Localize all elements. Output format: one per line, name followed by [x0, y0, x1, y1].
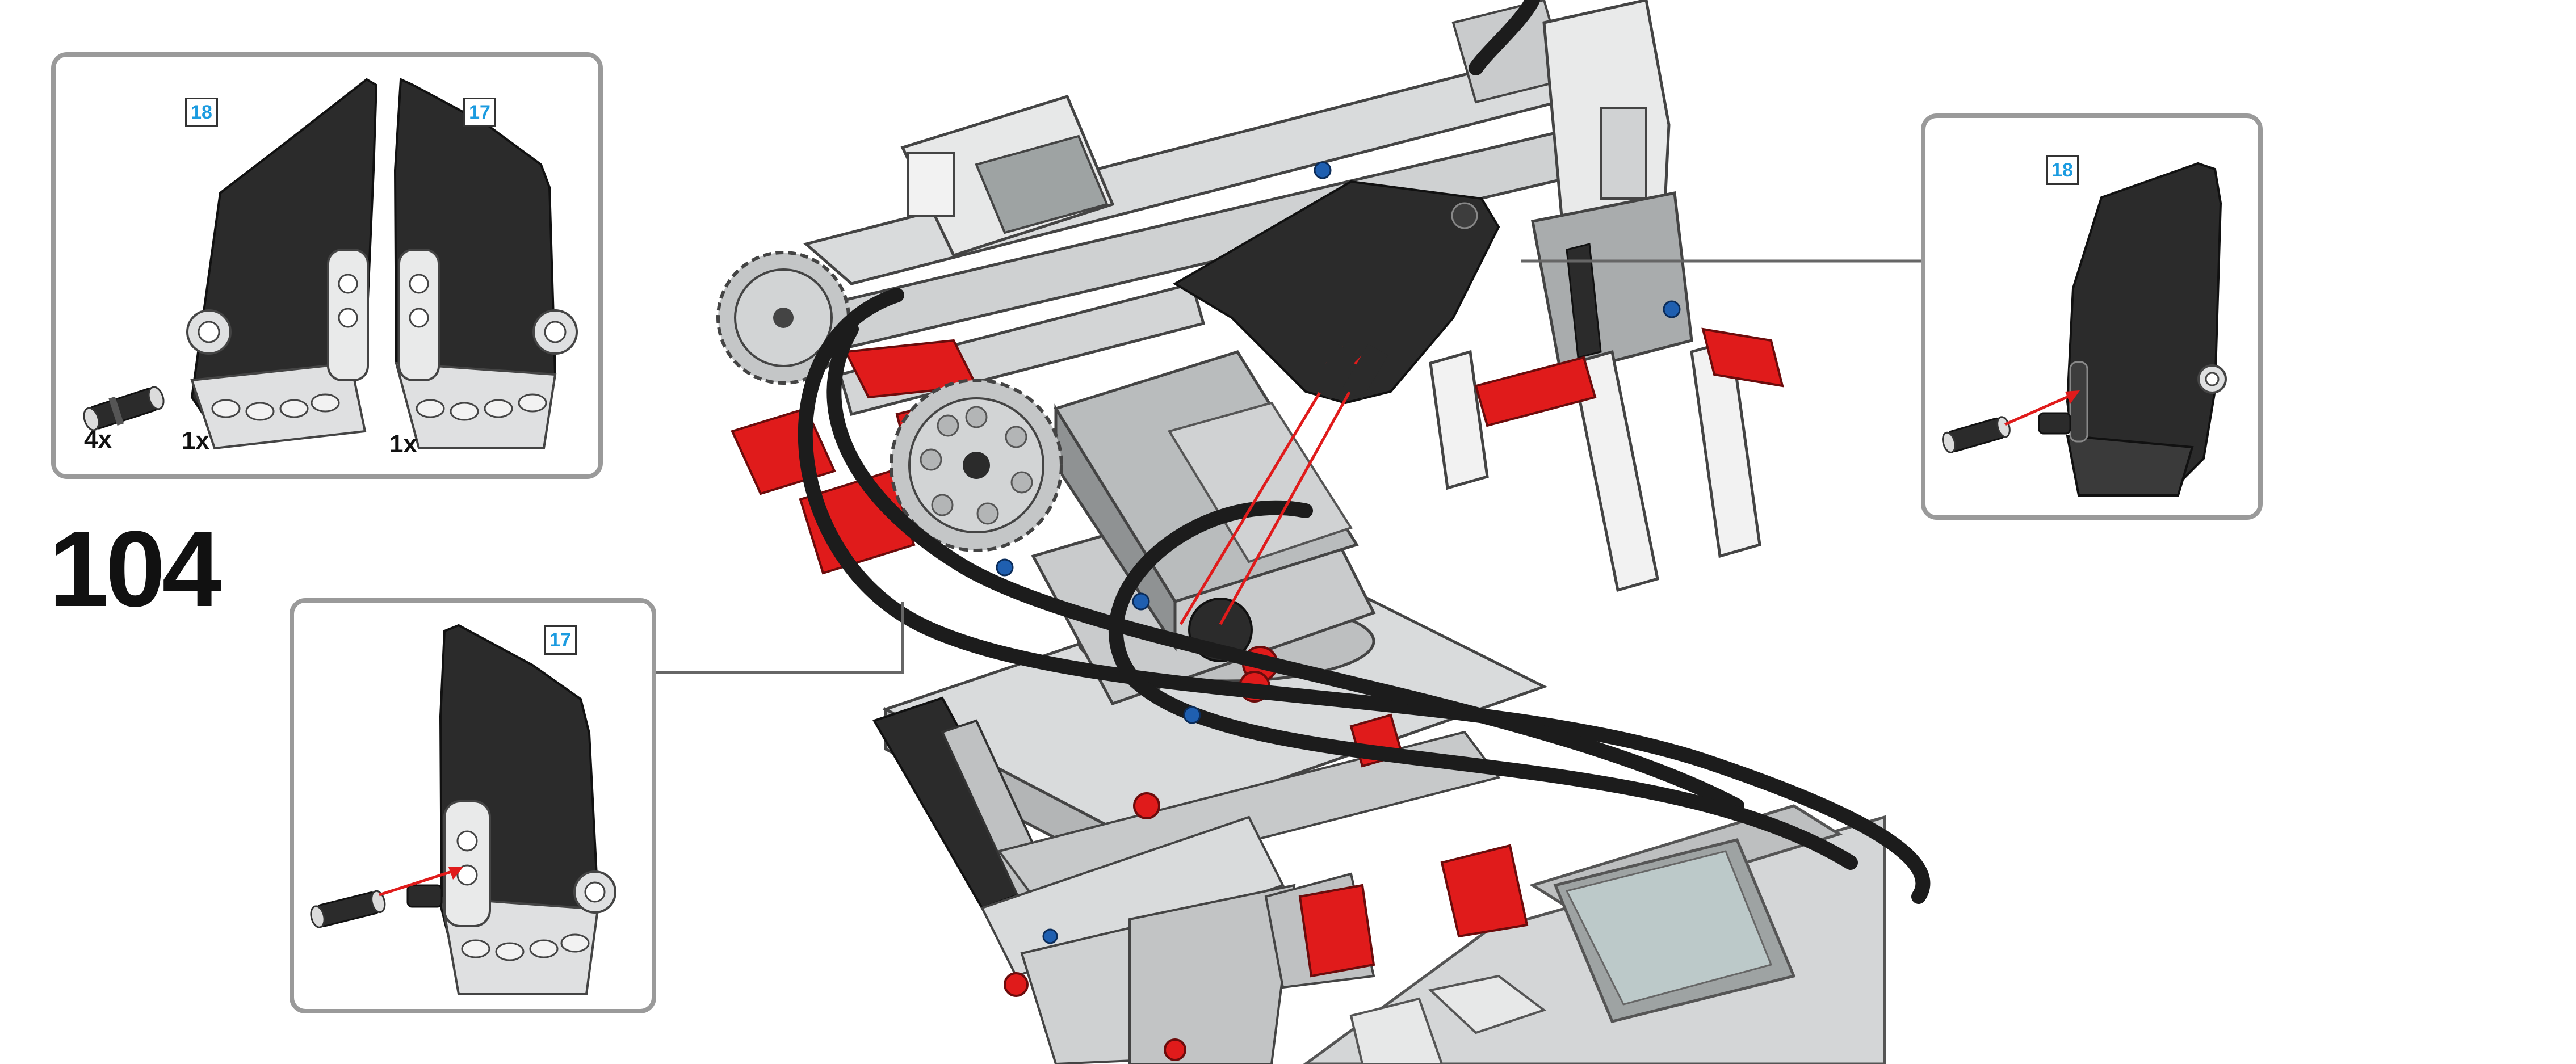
ev3-brick	[1303, 804, 1886, 1064]
panel-18-icon	[186, 78, 378, 450]
panel-17-attach-icon	[310, 624, 616, 995]
gear-large-back	[716, 251, 850, 385]
part-qty-panel-17: 1x	[389, 430, 417, 458]
insertion-arrows	[1179, 368, 1364, 625]
axle-pins-being-inserted	[1311, 344, 1388, 399]
part-badge-17: 17	[463, 98, 496, 127]
gripper-fingers	[1429, 327, 1784, 592]
medium-motor	[900, 94, 1115, 258]
part-badge-18: 18	[185, 98, 218, 127]
part-badge-18-callout: 18	[2046, 155, 2079, 185]
panel-17-icon	[393, 77, 578, 449]
leader-line-left	[653, 602, 904, 674]
parts-list-callout: 18 17 4x 1x 1x	[51, 52, 603, 479]
shield-panel-18	[1173, 180, 1500, 405]
subassembly-callout-17: 17	[290, 598, 656, 1013]
panel-hole	[1451, 202, 1478, 229]
part-qty-panel-18: 1x	[182, 427, 209, 455]
large-motor	[1054, 350, 1359, 652]
base-frame	[872, 566, 1548, 1064]
parts-list-art	[83, 77, 578, 450]
step-number: 104	[49, 509, 222, 629]
blue-pins	[996, 161, 1681, 944]
axle-pin-icon	[83, 386, 165, 431]
gripper-housing	[1531, 0, 1693, 377]
part-qty-axle-pin: 4x	[84, 426, 112, 453]
subassembly-callout-18: 18	[1921, 113, 2263, 520]
part-badge-17-callout: 17	[544, 625, 577, 655]
gear-large-front	[890, 379, 1063, 552]
panel-18-attach-icon	[1942, 162, 2227, 497]
